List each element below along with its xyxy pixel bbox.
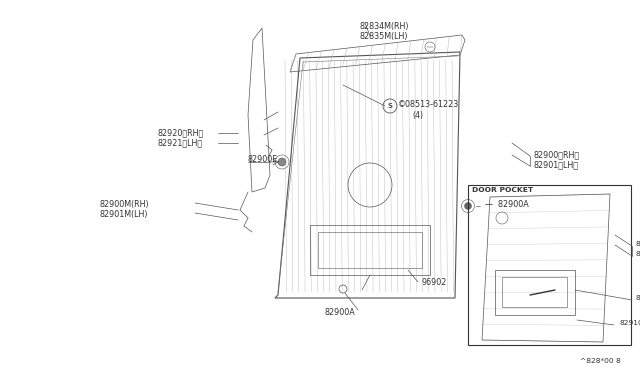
Text: 82901M(LH): 82901M(LH) [100,210,148,219]
Text: 82921〈LH〉: 82921〈LH〉 [158,138,203,147]
Text: (4): (4) [412,111,423,120]
Text: 82900M(RH): 82900M(RH) [100,200,150,209]
Text: 82900E: 82900E [248,155,278,164]
Text: 82900〈RH〉: 82900〈RH〉 [635,240,640,247]
Circle shape [465,202,472,209]
Text: 82901〈LH〉: 82901〈LH〉 [635,250,640,257]
Text: ©08513-61223: ©08513-61223 [398,100,460,109]
Text: 82910M: 82910M [635,295,640,301]
Bar [468,185,631,345]
Text: 82835M(LH): 82835M(LH) [360,32,408,41]
Text: DOOR POCKET: DOOR POCKET [472,187,533,193]
Text: 96902: 96902 [422,278,447,287]
Text: 82834M(RH): 82834M(RH) [360,22,410,31]
Bar [318,232,422,268]
Text: S: S [387,103,392,109]
Text: ^828*00 8: ^828*00 8 [580,358,621,364]
Text: 82900〈RH〉: 82900〈RH〉 [534,150,580,159]
Bar [310,225,430,275]
Text: 82901〈LH〉: 82901〈LH〉 [534,160,579,169]
Circle shape [278,158,286,166]
Text: 82920〈RH〉: 82920〈RH〉 [158,128,204,137]
Bar [502,277,567,307]
Text: 82910N: 82910N [619,320,640,326]
Text: 82900A: 82900A [324,308,355,317]
Text: —  82900A: — 82900A [485,200,529,209]
Bar [495,270,575,315]
